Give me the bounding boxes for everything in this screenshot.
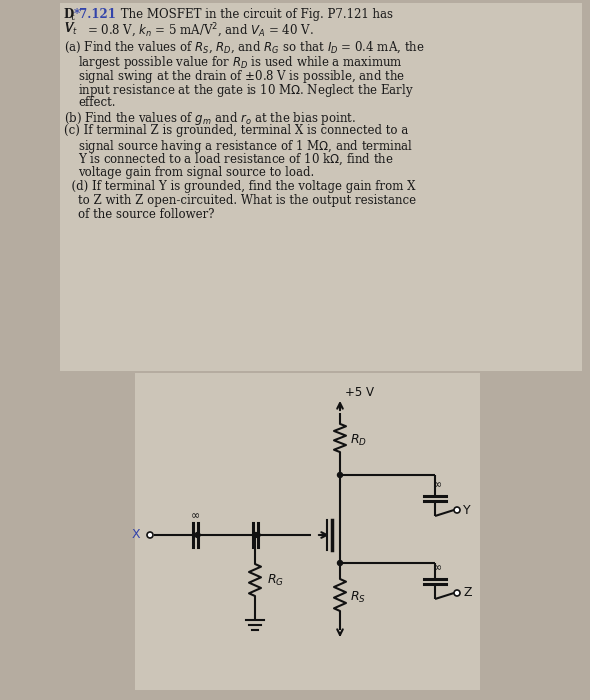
Bar bbox=[135, 373, 480, 690]
Text: Y is connected to a load resistance of 10 k$\Omega$, find the: Y is connected to a load resistance of 1… bbox=[78, 152, 394, 167]
Text: $R_D$: $R_D$ bbox=[350, 433, 367, 447]
Text: signal source having a resistance of 1 M$\Omega$, and terminal: signal source having a resistance of 1 M… bbox=[78, 138, 413, 155]
Text: V: V bbox=[64, 22, 73, 35]
Circle shape bbox=[255, 533, 260, 538]
Circle shape bbox=[454, 590, 460, 596]
Text: (a) Find the values of $R_S$, $R_D$, and $R_G$ so that $I_D$ = 0.4 mA, the: (a) Find the values of $R_S$, $R_D$, and… bbox=[64, 40, 425, 55]
Text: *7.121: *7.121 bbox=[74, 8, 117, 21]
Text: signal swing at the drain of $\pm$0.8 V is possible, and the: signal swing at the drain of $\pm$0.8 V … bbox=[78, 68, 405, 85]
Bar bbox=[60, 3, 582, 371]
Text: t: t bbox=[71, 13, 75, 22]
Text: +5 V: +5 V bbox=[345, 386, 374, 399]
Circle shape bbox=[253, 533, 257, 538]
Text: The MOSFET in the circuit of Fig. P7.121 has: The MOSFET in the circuit of Fig. P7.121… bbox=[117, 8, 393, 21]
Text: largest possible value for $R_D$ is used while a maximum: largest possible value for $R_D$ is used… bbox=[78, 54, 403, 71]
Text: to Z with Z open-circuited. What is the output resistance: to Z with Z open-circuited. What is the … bbox=[78, 194, 416, 207]
Text: $\infty$: $\infty$ bbox=[432, 479, 442, 489]
Text: of the source follower?: of the source follower? bbox=[78, 208, 215, 221]
Text: Z: Z bbox=[463, 587, 471, 599]
Text: $\infty$: $\infty$ bbox=[190, 510, 200, 520]
Text: (d) If terminal Y is grounded, find the voltage gain from X: (d) If terminal Y is grounded, find the … bbox=[64, 180, 415, 193]
Text: $\infty$: $\infty$ bbox=[432, 562, 442, 572]
Text: X: X bbox=[132, 528, 140, 542]
Circle shape bbox=[337, 561, 343, 566]
Text: effect.: effect. bbox=[78, 96, 116, 109]
Circle shape bbox=[147, 532, 153, 538]
Text: voltage gain from signal source to load.: voltage gain from signal source to load. bbox=[78, 166, 314, 179]
Circle shape bbox=[454, 507, 460, 513]
Text: $R_S$: $R_S$ bbox=[350, 589, 366, 605]
Text: Y: Y bbox=[463, 503, 471, 517]
Text: $R_G$: $R_G$ bbox=[267, 573, 284, 587]
Text: D: D bbox=[64, 8, 78, 21]
Text: = 0.8 V, $k_n$ = 5 mA/V$^2$, and $V_A$ = 40 V.: = 0.8 V, $k_n$ = 5 mA/V$^2$, and $V_A$ =… bbox=[87, 22, 314, 40]
Text: (b) Find the values of $g_m$ and $r_o$ at the bias point.: (b) Find the values of $g_m$ and $r_o$ a… bbox=[64, 110, 356, 127]
Circle shape bbox=[195, 533, 200, 538]
Text: input resistance at the gate is 10 M$\Omega$. Neglect the Early: input resistance at the gate is 10 M$\Om… bbox=[78, 82, 414, 99]
Text: $V_t$: $V_t$ bbox=[64, 22, 77, 37]
Circle shape bbox=[337, 473, 343, 477]
Text: (c) If terminal Z is grounded, terminal X is connected to a: (c) If terminal Z is grounded, terminal … bbox=[64, 124, 408, 137]
